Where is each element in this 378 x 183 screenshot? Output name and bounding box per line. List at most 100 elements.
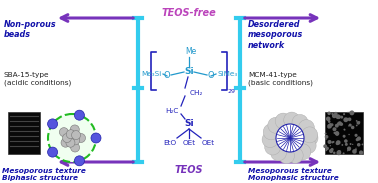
Circle shape [342, 135, 345, 138]
Circle shape [333, 114, 335, 116]
Text: TEOS-free: TEOS-free [162, 8, 216, 18]
Circle shape [336, 150, 341, 155]
Text: EtO: EtO [163, 140, 176, 146]
Circle shape [356, 125, 358, 126]
Circle shape [66, 138, 75, 147]
Text: MCM-41-type
(basic conditions): MCM-41-type (basic conditions) [248, 72, 313, 85]
Circle shape [333, 152, 336, 154]
Circle shape [329, 149, 333, 153]
Circle shape [349, 124, 352, 127]
Circle shape [328, 120, 330, 123]
Circle shape [302, 127, 318, 143]
Circle shape [325, 132, 327, 135]
Circle shape [332, 114, 336, 118]
Circle shape [59, 128, 68, 137]
Circle shape [336, 142, 339, 145]
Circle shape [276, 124, 304, 152]
Text: Si: Si [184, 68, 194, 76]
Circle shape [335, 131, 339, 136]
Circle shape [48, 114, 96, 162]
Circle shape [357, 143, 361, 147]
Bar [325, 112, 363, 154]
Text: Non-porous
beads: Non-porous beads [4, 20, 57, 39]
Circle shape [265, 139, 281, 155]
Circle shape [74, 156, 84, 166]
Circle shape [330, 145, 331, 146]
Circle shape [300, 138, 316, 154]
Circle shape [335, 114, 338, 118]
Circle shape [359, 121, 360, 123]
Circle shape [349, 134, 350, 135]
Circle shape [355, 134, 358, 137]
Text: CH₂: CH₂ [190, 90, 203, 96]
Text: Mesoporous texture
Monophasic structure: Mesoporous texture Monophasic structure [248, 168, 339, 181]
Circle shape [332, 141, 333, 143]
Circle shape [70, 125, 79, 134]
Circle shape [71, 130, 81, 140]
Circle shape [345, 143, 348, 146]
Circle shape [66, 130, 75, 139]
Circle shape [327, 124, 332, 129]
Circle shape [323, 144, 327, 148]
Circle shape [352, 149, 357, 154]
Bar [8, 112, 40, 154]
Circle shape [48, 119, 57, 129]
Circle shape [330, 148, 334, 151]
Text: SBA-15-type
(acidic conditions): SBA-15-type (acidic conditions) [4, 72, 71, 85]
Circle shape [351, 126, 355, 129]
Text: TEOS: TEOS [175, 165, 203, 175]
Text: Desordered
mesoporous
network: Desordered mesoporous network [248, 20, 303, 50]
Circle shape [302, 130, 318, 146]
Circle shape [284, 112, 300, 128]
Circle shape [358, 137, 360, 140]
Circle shape [71, 143, 80, 152]
Circle shape [356, 120, 358, 122]
Circle shape [292, 114, 308, 130]
Circle shape [295, 144, 311, 160]
Circle shape [343, 117, 348, 122]
Circle shape [271, 145, 287, 161]
Circle shape [347, 119, 349, 120]
Circle shape [344, 136, 345, 137]
Text: OEt: OEt [202, 140, 215, 146]
Circle shape [326, 117, 330, 121]
Circle shape [333, 141, 335, 143]
Circle shape [344, 139, 348, 143]
Circle shape [62, 134, 71, 143]
Circle shape [336, 115, 341, 119]
Circle shape [333, 132, 336, 134]
Text: H₂C: H₂C [166, 108, 179, 114]
Circle shape [48, 147, 57, 157]
Circle shape [344, 129, 345, 130]
Circle shape [268, 117, 284, 133]
Circle shape [329, 123, 332, 126]
Text: Si: Si [184, 119, 194, 128]
Circle shape [348, 117, 352, 121]
Circle shape [355, 148, 357, 151]
Circle shape [347, 147, 351, 151]
Circle shape [339, 151, 341, 152]
Circle shape [327, 126, 330, 128]
Circle shape [359, 150, 363, 155]
Circle shape [350, 143, 352, 145]
Circle shape [349, 111, 351, 113]
Circle shape [337, 150, 341, 154]
Circle shape [347, 150, 349, 151]
Circle shape [344, 129, 345, 130]
Circle shape [347, 112, 349, 113]
Circle shape [336, 114, 340, 119]
Circle shape [287, 147, 303, 163]
Circle shape [331, 113, 334, 115]
Circle shape [337, 122, 340, 125]
Circle shape [342, 152, 345, 154]
Circle shape [338, 121, 342, 126]
Circle shape [327, 112, 331, 115]
Circle shape [325, 149, 327, 151]
Circle shape [91, 133, 101, 143]
Circle shape [347, 118, 349, 119]
Circle shape [325, 135, 328, 139]
Circle shape [330, 123, 333, 126]
Text: OEt: OEt [183, 140, 195, 146]
Circle shape [334, 112, 338, 115]
Circle shape [340, 116, 343, 119]
